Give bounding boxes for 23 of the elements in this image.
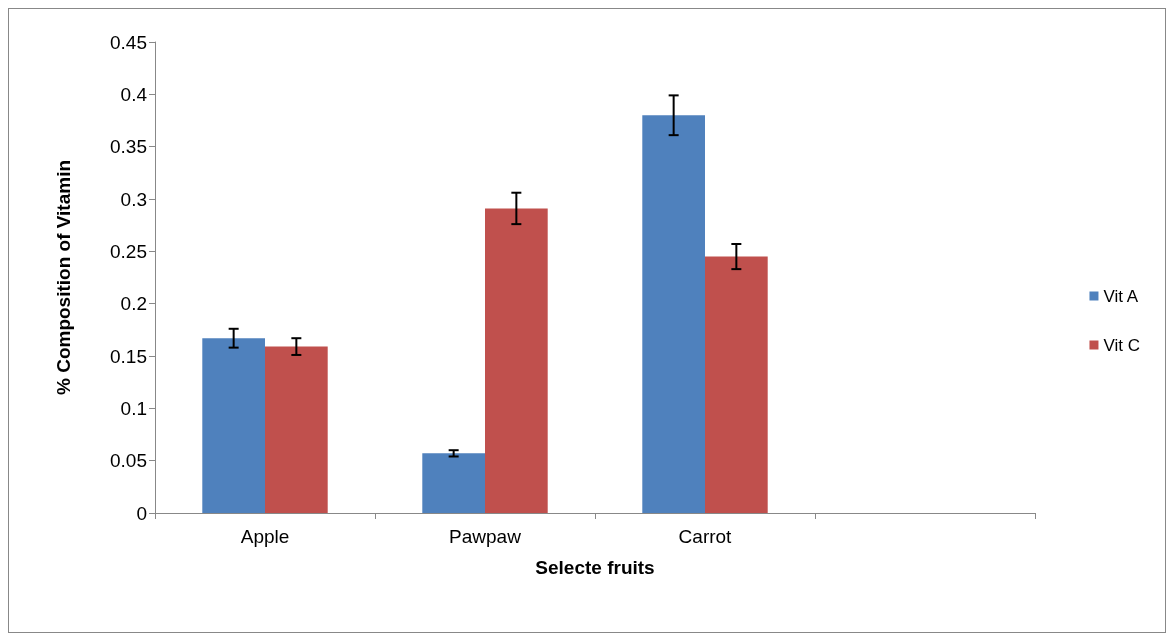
y-tick-label: 0.3: [120, 188, 147, 210]
y-tick-label: 0.25: [110, 240, 147, 262]
y-tick-label: 0.2: [120, 293, 147, 315]
legend-label: Vit C: [1103, 335, 1141, 355]
bar: [202, 338, 265, 513]
y-tick-label: 0: [136, 502, 147, 524]
bar: [705, 256, 768, 513]
y-tick-label: 0.05: [110, 450, 147, 472]
bar: [422, 453, 485, 513]
bar: [642, 115, 705, 513]
legend-label: Vit A: [1103, 286, 1139, 306]
y-tick-label: 0.15: [110, 345, 147, 367]
x-tick-label: Carrot: [678, 526, 733, 547]
x-axis-title: Selecte fruits: [535, 557, 655, 578]
bar: [485, 208, 548, 513]
y-tick-label: 0.1: [120, 397, 147, 419]
x-tick-label: Pawpaw: [449, 526, 522, 547]
y-tick-label: 0.45: [110, 31, 147, 53]
bar: [265, 346, 328, 513]
y-tick-label: 0.35: [110, 136, 147, 158]
y-axis-title: % Composition of Vitamin: [53, 159, 74, 396]
y-tick-label: 0.4: [120, 83, 148, 105]
x-tick-label: Apple: [240, 526, 290, 547]
